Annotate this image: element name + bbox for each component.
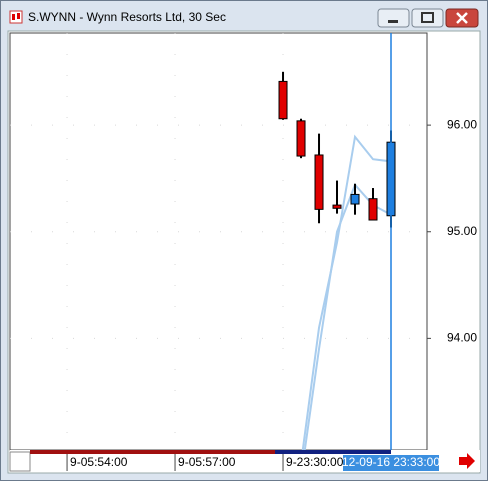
plot-area: [9, 32, 428, 451]
minimize-button[interactable]: [377, 8, 410, 28]
candle-body: [296, 120, 306, 157]
x-tick-label: 9-05:54:00: [70, 455, 128, 469]
app-icon-bar: [12, 14, 15, 20]
candle-body: [368, 198, 378, 221]
indicator-line: [301, 134, 392, 450]
cursor-label: 12-09-16 23:33:00: [342, 455, 440, 469]
close-button[interactable]: [445, 8, 479, 28]
candle-body: [278, 80, 288, 120]
cursor-label-bg: [343, 455, 440, 471]
history-bar: [30, 450, 275, 454]
y-tick-label: 96.00: [447, 117, 477, 131]
corner-box: [9, 451, 31, 472]
candle-body: [350, 193, 360, 205]
app-icon: [9, 10, 23, 24]
y-tick-label: 94.00: [447, 331, 477, 345]
scroll-right-arrow[interactable]: [459, 453, 475, 469]
candle-body: [332, 204, 342, 209]
app-icon-bar: [17, 13, 20, 19]
maximize-button[interactable]: [411, 8, 444, 28]
x-tick-label: 9-23:30:00: [286, 455, 344, 469]
y-tick-label: 95.00: [447, 224, 477, 238]
x-tick-label: 9-05:57:00: [178, 455, 236, 469]
candle-body: [314, 154, 324, 210]
history-bar: [275, 450, 391, 454]
window-title: S.WYNN - Wynn Resorts Ltd, 30 Sec: [28, 10, 226, 24]
